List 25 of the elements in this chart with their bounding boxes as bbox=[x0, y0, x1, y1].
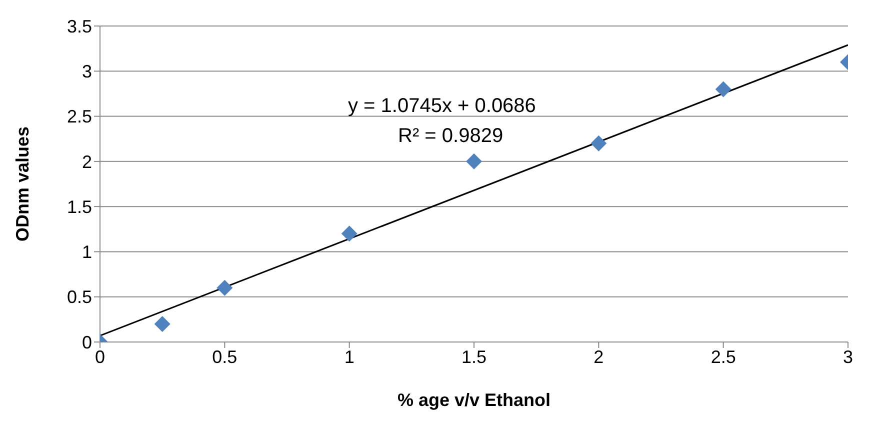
point bbox=[590, 135, 607, 152]
x-tick-label: 0.5 bbox=[212, 346, 238, 367]
y-tick-label: 0.5 bbox=[66, 287, 92, 308]
y-tick-label: 3.5 bbox=[66, 16, 92, 36]
y-tick-label: 2.5 bbox=[66, 106, 92, 127]
y-tick-label: 2 bbox=[82, 152, 92, 172]
annotation: y = 1.0745x + 0.0686 bbox=[348, 95, 536, 117]
annotation: R² = 0.9829 bbox=[398, 125, 504, 147]
y-axis-title: ODnm values bbox=[12, 126, 32, 242]
point bbox=[216, 280, 233, 296]
y-tick-label: 0 bbox=[82, 332, 92, 352]
x-tick-label: 1.5 bbox=[461, 346, 487, 367]
x-tick-label: 1 bbox=[344, 346, 354, 367]
point bbox=[341, 226, 358, 242]
x-tick-label: 2.5 bbox=[710, 346, 736, 367]
x-tick-label: 2 bbox=[594, 346, 604, 367]
y-tick-label: 3 bbox=[82, 62, 92, 82]
y-tick-label: 1 bbox=[82, 242, 92, 262]
x-axis-title: % age v/v Ethanol bbox=[397, 390, 551, 410]
y-tick-label: 1.5 bbox=[66, 196, 92, 217]
point bbox=[715, 81, 732, 98]
point bbox=[466, 153, 482, 170]
x-tick-label: 0 bbox=[94, 346, 106, 367]
x-tick-label: 3 bbox=[842, 346, 854, 367]
point bbox=[154, 316, 170, 332]
